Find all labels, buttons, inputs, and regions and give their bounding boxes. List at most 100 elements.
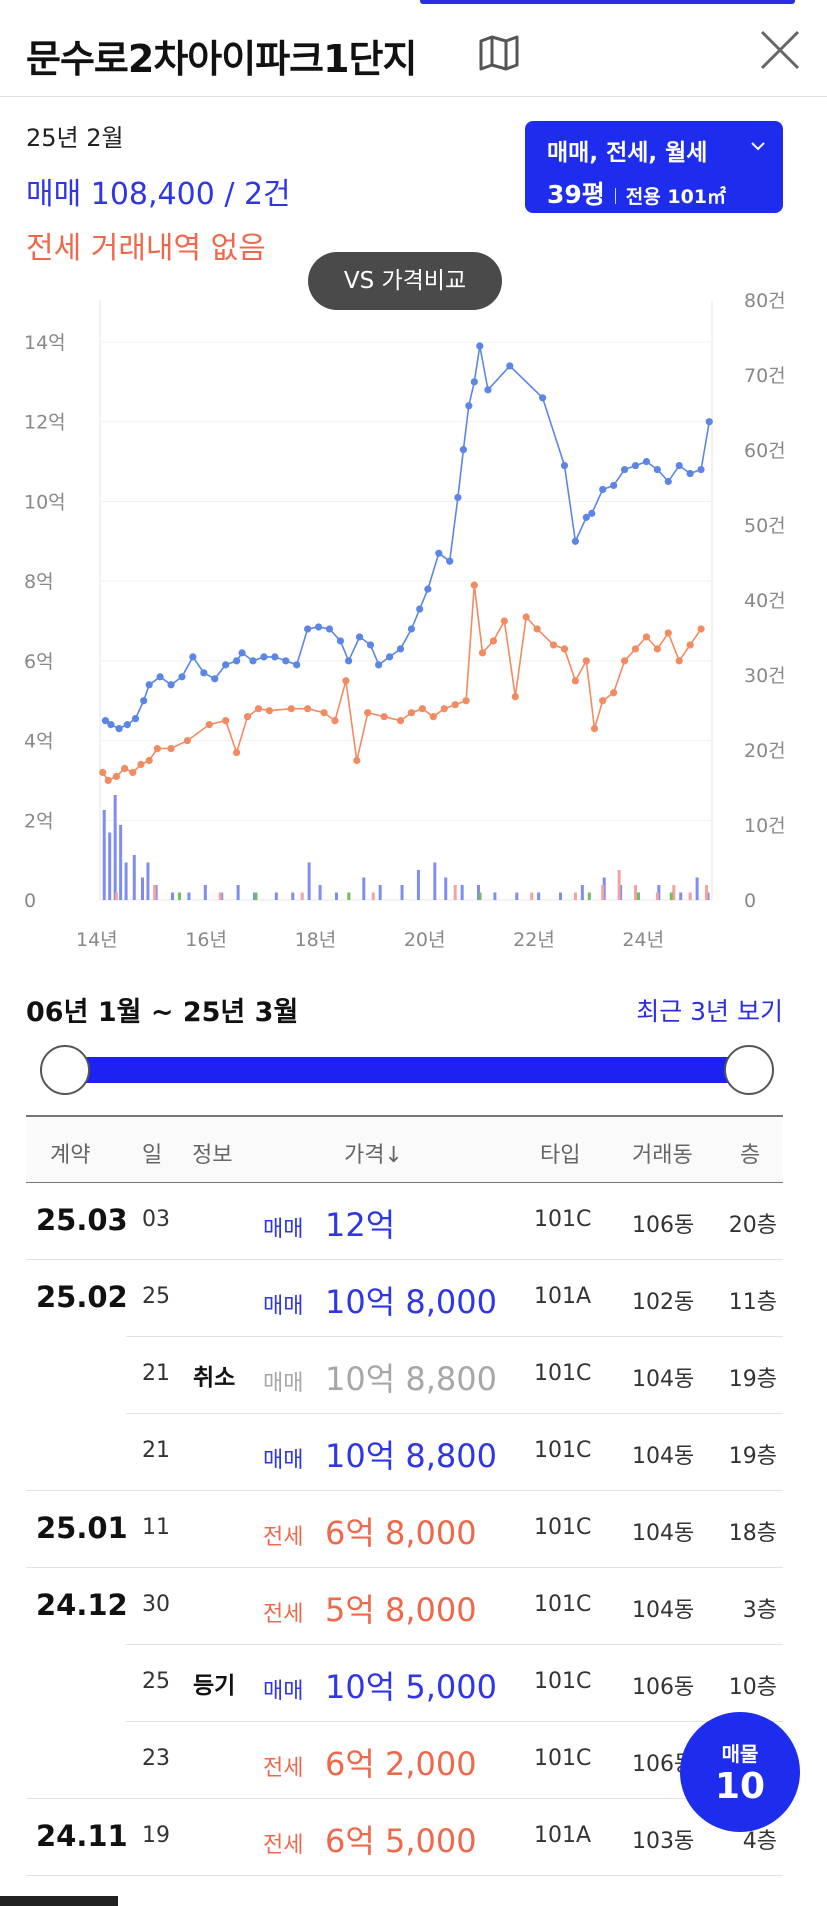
page-title: 문수로2차아이파크1단지 [26, 37, 417, 81]
row-floor: 19층 [728, 1367, 777, 1392]
table-body: 25.03 03 매매 12억 101C 106동 20층 25.02 25 매매 10억 8,00… [26, 1183, 783, 1876]
row-day: 19 [142, 1823, 170, 1848]
header-type[interactable]: 타입 [540, 1143, 581, 1168]
data-point-sale [454, 493, 462, 502]
row-type: 101C [534, 1515, 592, 1540]
data-point-sale [560, 461, 569, 470]
data-point-sale [396, 645, 405, 653]
data-point-sale [539, 394, 547, 402]
row-floor: 11층 [728, 1290, 777, 1315]
volume-bar-sale [362, 877, 366, 900]
table-row[interactable]: 25.01 11 전세 6억 8,000 101C 104동 18층 [26, 1491, 783, 1568]
y-left-tick-label: 6억 [24, 651, 54, 673]
table-row[interactable]: 24.11 19 전세 6억 5,000 101A 103동 4층 [26, 1799, 783, 1876]
deal-type-filter-button[interactable]: 매매, 전세, 월세 39평 전용 101㎡ [525, 121, 783, 213]
data-point-sale [233, 657, 241, 665]
data-point-lease [429, 713, 437, 721]
row-divider [126, 1644, 783, 1645]
header-price[interactable]: 가격↓ [344, 1143, 403, 1168]
data-point-lease [304, 705, 312, 713]
data-point-lease [697, 625, 705, 633]
row-month: 25.03 [36, 1203, 128, 1237]
row-day: 21 [142, 1361, 170, 1386]
row-price: 10억 5,000 [325, 1668, 497, 1706]
data-point-sale [599, 485, 607, 494]
data-point-lease [233, 748, 241, 757]
data-point-lease [631, 645, 640, 653]
table-row[interactable]: 21 취소 매매 10억 8,800 101C 104동 19층 [26, 1337, 783, 1414]
row-deal-kind: 매매 [263, 1294, 304, 1319]
data-point-lease [664, 629, 672, 637]
data-point-sale [238, 649, 246, 657]
close-icon[interactable] [756, 26, 804, 74]
row-month: 25.02 [36, 1280, 128, 1314]
volume-bar-sale [493, 892, 497, 900]
data-point-lease [478, 649, 487, 657]
summary-lease: 전세 거래내역 없음 [26, 231, 266, 266]
vs-compare-button[interactable]: VS 가격비교 [308, 252, 502, 310]
data-point-sale [435, 549, 443, 557]
data-point-lease [183, 736, 192, 745]
volume-bar-sale [580, 885, 584, 900]
recent-3-years-link[interactable]: 최근 3년 보기 [636, 997, 783, 1026]
range-start-handle[interactable] [40, 1045, 90, 1095]
data-point-sale [249, 657, 257, 665]
x-tick-label: 24년 [622, 929, 664, 951]
divider [614, 188, 616, 204]
row-info: 취소 [193, 1365, 236, 1391]
volume-bar-sale [140, 877, 144, 900]
row-type: 101C [534, 1207, 592, 1232]
y-right-tick-label: 30건 [744, 665, 786, 687]
table-row[interactable]: 25 등기 매매 10억 5,000 101C 106동 10층 [26, 1645, 783, 1722]
header-contract[interactable]: 계약 [50, 1143, 91, 1168]
header-day[interactable]: 일 [142, 1143, 163, 1168]
header-dong[interactable]: 거래동 [632, 1143, 693, 1168]
volume-bar-other [636, 892, 640, 900]
data-point-sale [314, 623, 323, 631]
row-price: 10억 8,800 [325, 1437, 497, 1475]
data-point-lease [396, 717, 405, 725]
data-point-lease [642, 633, 651, 641]
row-price: 12억 [325, 1206, 396, 1244]
row-divider [26, 1490, 783, 1491]
listings-button[interactable]: 매물 10 [680, 1712, 800, 1832]
data-point-sale [107, 721, 115, 729]
table-header: 계약 일 정보 가격↓ 타입 거래동 층 [26, 1115, 783, 1183]
volume-bar-lease [453, 885, 457, 900]
header-floor[interactable]: 층 [740, 1143, 761, 1168]
date-range-slider-track[interactable] [62, 1057, 748, 1083]
table-row[interactable]: 21 매매 10억 8,800 101C 104동 19층 [26, 1414, 783, 1491]
volume-bar-sale [400, 885, 404, 900]
data-point-sale [571, 537, 579, 545]
volume-bar-lease [672, 885, 676, 900]
data-point-lease [205, 721, 213, 729]
deal-types-label: 매매, 전세, 월세 [547, 140, 708, 166]
map-icon[interactable] [478, 33, 520, 71]
volume-bar-sale [108, 832, 112, 900]
table-row[interactable]: 25.03 03 매매 12억 101C 106동 20층 [26, 1183, 783, 1260]
trade-summary: 25년 2월 매매 108,400 / 2건 전세 거래내역 없음 [26, 118, 291, 267]
chevron-down-icon [751, 142, 765, 151]
y-right-tick-label: 0 [744, 890, 756, 912]
range-end-handle[interactable] [724, 1045, 774, 1095]
data-point-lease [462, 697, 470, 705]
price-chart: 14억 12억 10억 8억 6억 4억 2억 0 80건 70건 60건 50건 40건 30건 20건 1… [24, 290, 786, 951]
table-row[interactable]: 23 전세 6억 2,000 101C 106동 [26, 1722, 783, 1799]
volume-bar-sale [291, 892, 295, 900]
table-row[interactable]: 25.02 25 매매 10억 8,000 101A 102동 11층 [26, 1260, 783, 1337]
data-point-lease [533, 625, 541, 633]
volume-bar-other [254, 892, 258, 900]
data-point-sale [282, 657, 290, 665]
size-row: 39평 전용 101㎡ [547, 175, 726, 211]
row-divider [26, 1798, 783, 1799]
volume-bar-sale [378, 885, 382, 900]
table-row[interactable]: 24.12 30 전세 5억 8,000 101C 104동 3층 [26, 1568, 783, 1645]
data-point-lease [104, 776, 112, 785]
row-divider [26, 1259, 783, 1260]
data-point-sale [101, 717, 110, 725]
data-point-sale [697, 465, 705, 474]
header-info[interactable]: 정보 [192, 1143, 233, 1168]
data-point-lease [653, 645, 661, 653]
data-point-sale [705, 418, 713, 426]
data-point-lease [380, 713, 388, 721]
